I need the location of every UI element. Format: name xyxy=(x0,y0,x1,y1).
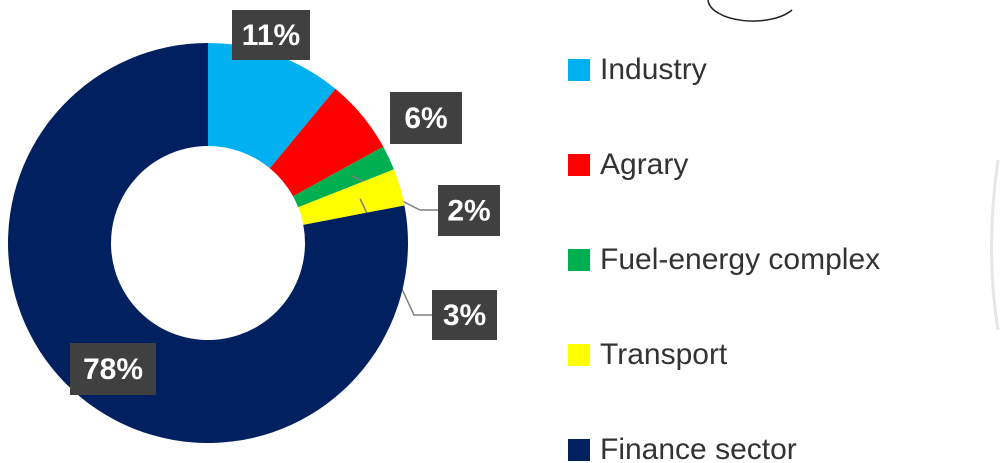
legend-label: Transport xyxy=(600,338,728,371)
decoration xyxy=(707,0,793,22)
legend-label: Fuel-energy complex xyxy=(600,243,880,276)
legend-swatch xyxy=(568,439,590,461)
label-box xyxy=(438,185,500,236)
data-label: 2% xyxy=(447,194,490,227)
slice xyxy=(269,88,384,197)
legend-label: Agrary xyxy=(600,148,688,181)
legend-swatch xyxy=(568,249,590,271)
data-label: 11% xyxy=(242,19,300,52)
decoration xyxy=(990,159,1000,331)
data-label: 78% xyxy=(83,353,143,386)
data-label: 3% xyxy=(443,299,486,332)
data-label: 6% xyxy=(404,102,447,135)
label-box xyxy=(390,92,462,144)
legend-swatch xyxy=(568,59,590,81)
label-box xyxy=(232,10,310,60)
legend-label: Industry xyxy=(600,53,707,86)
legend-swatch xyxy=(568,344,590,366)
legend-swatch xyxy=(568,154,590,176)
label-box xyxy=(432,290,497,340)
legend-label: Finance sector xyxy=(600,433,797,463)
slice xyxy=(298,169,405,225)
label-box xyxy=(70,343,156,395)
slice xyxy=(208,43,336,169)
slice xyxy=(293,146,394,208)
